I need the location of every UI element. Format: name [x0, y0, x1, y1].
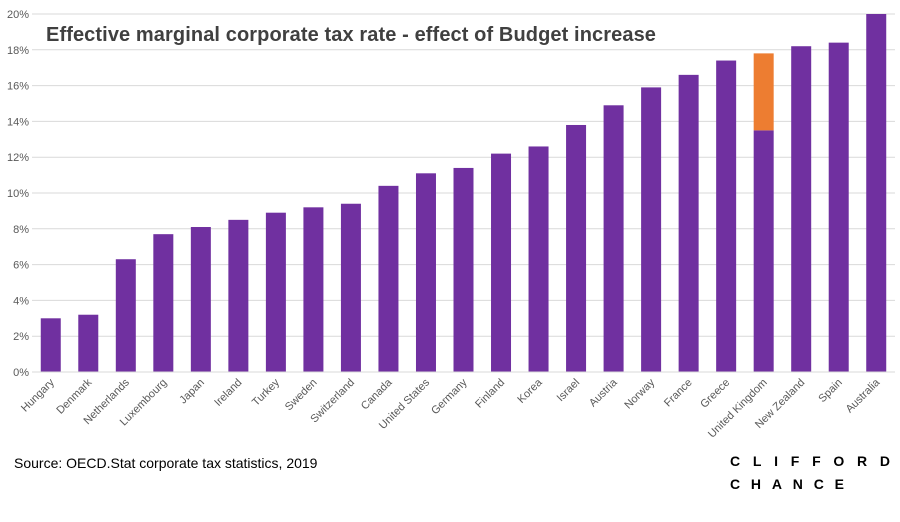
y-tick-label: 14% — [7, 116, 29, 128]
y-tick-label: 2% — [13, 331, 29, 343]
brand-letter: I — [774, 453, 779, 469]
brand-letter: C — [813, 476, 824, 492]
x-tick-label: Norway — [622, 376, 657, 411]
brand-letter: F — [790, 453, 800, 469]
y-tick-label: 8% — [13, 224, 29, 236]
bar-base — [866, 14, 887, 372]
brand-letter: L — [752, 453, 762, 469]
brand-letter: H — [750, 476, 762, 492]
bar-base — [115, 259, 136, 372]
brand-letter: N — [792, 476, 803, 492]
brand-letter: C — [730, 476, 741, 492]
bar-base — [753, 130, 774, 372]
bar-base — [491, 153, 512, 372]
bar-base — [378, 185, 399, 372]
x-tick-label: Israel — [555, 377, 583, 405]
brand-letter: D — [879, 453, 890, 469]
y-tick-label: 0% — [13, 367, 29, 379]
y-tick-label: 12% — [7, 152, 29, 164]
x-tick-label: Ireland — [212, 377, 244, 409]
bar-base — [453, 167, 474, 372]
x-tick-label: Spain — [816, 377, 844, 405]
bar-increase — [753, 53, 774, 131]
bar-base — [678, 74, 699, 373]
x-tick-label: France — [662, 377, 695, 410]
bar-base — [78, 314, 99, 372]
bar-base — [340, 203, 361, 372]
bar-base — [153, 234, 174, 372]
brand-letter: F — [812, 453, 821, 469]
bar-base — [641, 87, 662, 372]
x-tick-label: Greece — [698, 377, 732, 411]
x-tick-label: Korea — [515, 376, 545, 406]
y-tick-label: 10% — [7, 188, 29, 200]
y-tick-label: 4% — [13, 295, 29, 307]
y-tick-label: 20% — [7, 9, 29, 21]
brand-letter: A — [771, 476, 782, 492]
chart-title: Effective marginal corporate tax rate - … — [46, 24, 657, 46]
source-note: Source: OECD.Stat corporate tax statisti… — [14, 455, 318, 471]
bar-base — [716, 60, 737, 372]
bar-base — [415, 173, 436, 372]
brand-letter: O — [833, 453, 845, 469]
y-tick-label: 18% — [7, 45, 29, 57]
bar-base — [228, 219, 249, 372]
x-tick-label: Hungary — [19, 376, 57, 414]
y-tick-label: 16% — [7, 81, 29, 93]
brand-letter: R — [857, 453, 868, 469]
brand-letter: E — [834, 476, 844, 492]
bar-base — [828, 42, 849, 372]
x-tick-label: Austria — [587, 376, 620, 409]
bar-base — [603, 105, 624, 372]
x-tick-label: Sweden — [283, 377, 320, 414]
bar-base — [265, 212, 286, 372]
x-tick-label: Canada — [359, 376, 395, 412]
x-tick-label: Japan — [177, 377, 207, 407]
bar-base — [791, 46, 812, 372]
x-tick-label: Germany — [429, 376, 470, 417]
x-tick-label: Australia — [844, 376, 883, 415]
bar-base — [190, 227, 211, 372]
brand-letter: C — [730, 453, 741, 469]
y-tick-label: 6% — [13, 260, 29, 272]
bar-base — [528, 146, 549, 372]
bar-base — [303, 207, 324, 372]
x-tick-label: Turkey — [250, 376, 282, 408]
x-tick-label: Finland — [473, 377, 507, 411]
bar-base — [566, 124, 587, 372]
bar-base — [40, 318, 61, 372]
